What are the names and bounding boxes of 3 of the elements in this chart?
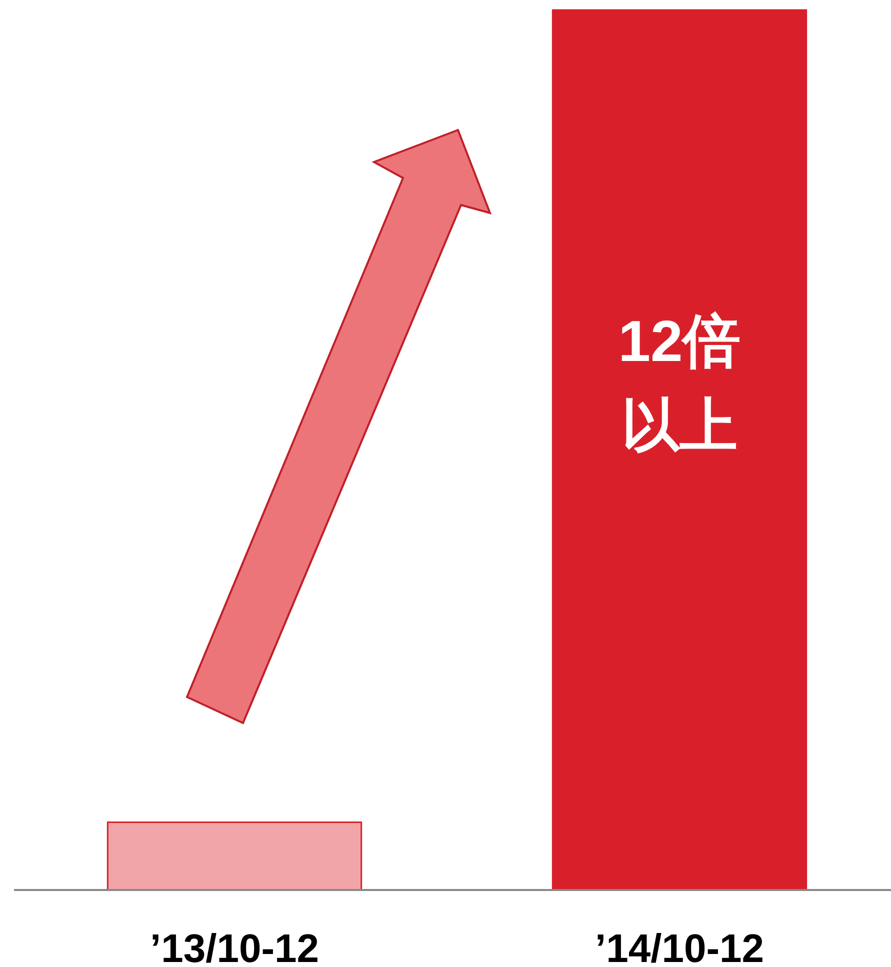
x-tick-label: ’13/10-12: [150, 927, 320, 967]
annotation: 12倍以上: [617, 308, 742, 460]
x-tick-label: ’14/10-12: [594, 927, 764, 967]
